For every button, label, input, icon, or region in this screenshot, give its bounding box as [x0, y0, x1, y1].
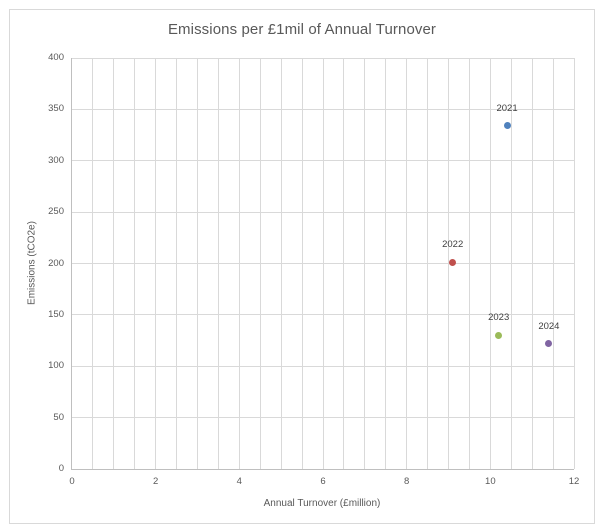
gridline-horizontal	[72, 160, 574, 162]
y-tick-label: 200	[48, 257, 64, 269]
x-tick-label: 2	[153, 476, 159, 487]
gridline-horizontal	[72, 108, 574, 110]
chart-frame[interactable]: Emissions per £1mil of Annual Turnover E…	[9, 9, 595, 524]
data-point-2021[interactable]	[503, 122, 511, 130]
data-label-2024: 2024	[538, 320, 560, 332]
x-tick-label: 12	[568, 476, 580, 487]
gridline-horizontal	[72, 57, 574, 59]
gridline-horizontal	[72, 211, 574, 213]
y-tick-label: 100	[48, 360, 64, 372]
y-tick-label: 250	[48, 206, 64, 218]
y-tick-label: 300	[48, 154, 64, 166]
y-tick-label: 400	[48, 52, 64, 63]
gridline-horizontal	[72, 365, 574, 367]
gridline-horizontal	[72, 314, 574, 316]
chart-title: Emissions per £1mil of Annual Turnover	[167, 21, 437, 38]
plot-area: 0 2 4 6 8 10 12 0 50 100 150 200 250 300 350 400 2021 202…	[48, 52, 579, 487]
x-tick-label: 4	[236, 476, 242, 487]
x-tick-label: 6	[320, 476, 326, 487]
x-tick-label: 8	[404, 476, 410, 487]
data-label-2022: 2022	[442, 239, 464, 251]
data-label-2023: 2023	[488, 312, 510, 324]
y-tick-label: 50	[53, 411, 64, 423]
data-point-2024[interactable]	[545, 340, 553, 348]
gridline-vertical	[573, 58, 575, 469]
gridline-horizontal	[72, 417, 574, 419]
x-axis-title: Annual Turnover (£million)	[263, 498, 381, 509]
x-tick-label: 10	[485, 476, 496, 487]
data-label-2021: 2021	[496, 102, 518, 114]
data-point-2023[interactable]	[495, 331, 503, 339]
x-tick-label: 0	[69, 476, 75, 487]
data-point-2022[interactable]	[449, 258, 457, 266]
y-tick-label: 350	[48, 103, 64, 115]
gridline-horizontal	[72, 263, 574, 264]
y-tick-label: 150	[48, 308, 64, 320]
y-tick-label: 0	[58, 463, 64, 474]
